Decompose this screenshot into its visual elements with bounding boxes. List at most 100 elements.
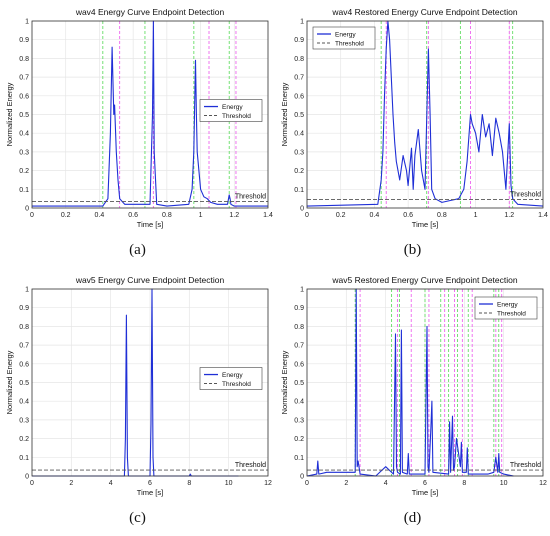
y-tick-label: 0.7 [294, 343, 304, 350]
chart-panel-d: 0 0.1 0.2 0.3 0.4 0.5 0.6 0.7 0.8 0.9 1 0 2 4 6 8 10 12 Th… [275, 268, 550, 536]
y-tick-label: 0.6 [294, 93, 304, 100]
y-tick-label: 0.9 [19, 37, 29, 44]
x-tick-label: 0.6 [403, 212, 413, 219]
y-tick-label: 0.5 [294, 112, 304, 119]
y-axis-label: Normalized Energy [280, 350, 289, 414]
x-tick-label: 0 [30, 212, 34, 219]
y-tick-label: 0.4 [294, 399, 304, 406]
x-tick-label: 1 [199, 212, 203, 219]
y-tick-label: 0.3 [294, 149, 304, 156]
x-tick-label: 12 [539, 480, 547, 487]
chart-title: wav5 Restored Energy Curve Endpoint Dete… [331, 275, 517, 285]
x-tick-label: 0.8 [162, 212, 172, 219]
legend-energy-label: Energy [222, 104, 243, 111]
legend-energy-label: Energy [497, 302, 518, 309]
y-tick-label: 1 [25, 287, 29, 294]
y-tick-label: 1 [300, 19, 304, 26]
x-tick-label: 2 [344, 480, 348, 487]
y-tick-label: 0.5 [19, 112, 29, 119]
x-tick-label: 0.8 [437, 212, 447, 219]
legend: Energy Threshold [199, 367, 263, 390]
x-axis-label: Time [s] [412, 220, 438, 229]
y-tick-label: 0.2 [19, 168, 29, 175]
y-tick-label: 0.4 [19, 399, 29, 406]
x-tick-label: 8 [462, 480, 466, 487]
y-tick-label: 0 [300, 474, 304, 481]
x-tick-label: 4 [384, 480, 388, 487]
legend-threshold-label: Threshold [497, 311, 526, 318]
chart-a: 0 0.1 0.2 0.3 0.4 0.5 0.6 0.7 0.8 0.9 1 0 0.2 0.4 0.6 0… [5, 7, 273, 229]
y-tick-label: 0.8 [294, 324, 304, 331]
chart-title: wav5 Energy Curve Endpoint Detection [75, 275, 225, 285]
x-axis-label: Time [s] [412, 488, 438, 497]
caption-b: (b) [403, 242, 422, 258]
x-tick-label: 4 [109, 480, 113, 487]
y-tick-label: 0.2 [19, 436, 29, 443]
chart-d: 00.10.20.30.40.50.60.70.80.910 2 4 6 8 10 12Th… [280, 275, 547, 497]
x-axis-label: Time [s] [137, 220, 163, 229]
legend-energy-label: Energy [335, 32, 356, 39]
y-axis-label: Normalized Energy [5, 82, 14, 146]
legend-box [199, 367, 263, 390]
energy-series-line [306, 20, 544, 207]
chart-title: wav4 Restored Energy Curve Endpoint Dete… [331, 7, 517, 17]
y-tick-label: 0.4 [294, 131, 304, 138]
y-tick-label: 0.3 [19, 149, 29, 156]
y-tick-label: 0.7 [19, 343, 29, 350]
y-tick-label: 0.7 [19, 75, 29, 82]
y-tick-label: 0.6 [294, 361, 304, 368]
chart-b: 0 0.1 0.2 0.3 0.4 0.5 0.6 0.7 0.8 0.9 1 0 0.2 0.4 0.6 0… [280, 7, 548, 229]
y-tick-label: 0.1 [19, 187, 29, 194]
y-tick-label: 0.9 [294, 305, 304, 312]
x-tick-label: 10 [500, 480, 508, 487]
axes-frame [31, 20, 269, 209]
x-tick-label: 8 [187, 480, 191, 487]
y-tick-label: 0 [25, 206, 29, 213]
y-tick-label: 0 [25, 474, 29, 481]
energy-series-line [306, 288, 514, 477]
caption-c: (c) [129, 510, 146, 526]
x-tick-label: 0.6 [128, 212, 138, 219]
y-tick-label: 0.6 [19, 93, 29, 100]
y-tick-label: 0.5 [294, 380, 304, 387]
caption-d: (d) [403, 510, 422, 526]
chart-panel-c: 0 0.1 0.2 0.3 0.4 0.5 0.6 0.7 0.8 0.9 1 0 2 4 6 8 10 12 Th… [0, 268, 275, 536]
threshold-label: Threshold [510, 462, 541, 469]
x-tick-label: 1.2 [229, 212, 239, 219]
chart-c: 00.10.20.30.40.50.60.70.80.910 2 4 6 8 10 12Th… [5, 275, 272, 497]
x-tick-label: 0 [305, 480, 309, 487]
y-tick-label: 0.9 [294, 37, 304, 44]
legend-threshold-label: Threshold [222, 381, 251, 388]
threshold-label: Threshold [510, 192, 541, 199]
y-tick-label: 0.7 [294, 75, 304, 82]
y-tick-label: 0.8 [19, 324, 29, 331]
y-tick-label: 0.1 [294, 187, 304, 194]
x-axis-label: Time [s] [137, 488, 163, 497]
x-tick-label: 10 [225, 480, 233, 487]
legend-energy-label: Energy [222, 372, 243, 379]
y-tick-label: 0.1 [19, 455, 29, 462]
threshold-label: Threshold [235, 462, 266, 469]
y-tick-label: 0.8 [19, 56, 29, 63]
energy-series-line [32, 288, 239, 477]
x-tick-label: 1.4 [263, 212, 273, 219]
y-tick-label: 0.1 [294, 455, 304, 462]
y-tick-label: 0.2 [294, 436, 304, 443]
y-axis-label: Normalized Energy [5, 350, 14, 414]
x-tick-label: 0.4 [95, 212, 105, 219]
y-tick-label: 0.2 [294, 168, 304, 175]
chart-title: wav4 Energy Curve Endpoint Detection [75, 7, 225, 17]
chart-panel-a: 0 0.1 0.2 0.3 0.4 0.5 0.6 0.7 0.8 0.9 1 0 0.2 0.4 0.6 0… [0, 0, 275, 268]
y-tick-label: 1 [25, 19, 29, 26]
x-tick-label: 0.4 [370, 212, 380, 219]
y-tick-label: 0.8 [294, 56, 304, 63]
x-tick-label: 0.2 [336, 212, 346, 219]
x-tick-label: 6 [148, 480, 152, 487]
legend: Energy Threshold [312, 26, 376, 50]
axes-frame [306, 20, 544, 209]
legend-threshold-label: Threshold [222, 113, 251, 120]
x-tick-label: 1.2 [504, 212, 514, 219]
y-axis-label: Normalized Energy [280, 82, 289, 146]
y-tick-label: 0.5 [19, 380, 29, 387]
